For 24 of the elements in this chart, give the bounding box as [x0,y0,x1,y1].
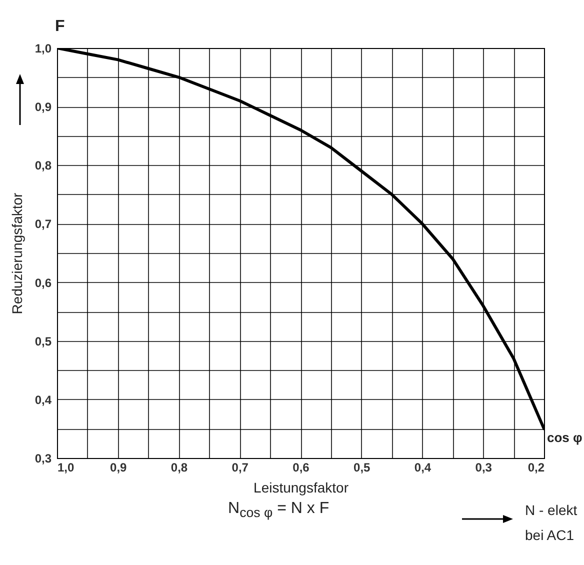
text: N - elekt [525,502,578,518]
y-tick-label: 0,6 [34,276,52,290]
text: N$_{cos φ}$ = N x F [228,500,330,520]
x-axis-title: Leistungsfaktor [254,480,349,496]
y-tick-label: 0,9 [34,100,52,114]
x-tick-label: 0,2 [528,460,545,474]
y-tick-label: 0,8 [34,158,52,173]
y-axis-title: Reduzierungsfaktor [8,192,25,314]
x-tick-label: 0,4 [414,460,432,474]
y-tick-label: 0,7 [34,217,52,232]
x-tick-label: 0,7 [232,460,249,474]
x-tick-label: 0,8 [170,460,188,474]
y-tick-label: 0,4 [34,392,52,407]
x-tick-label: 0,3 [475,460,492,474]
text: F [55,18,65,36]
y-tick-label: 1,0 [34,42,52,56]
x-tick-label: 0,6 [292,460,310,474]
text: bei AC1 [525,527,574,543]
text: cos φ [547,430,582,445]
y-tick-label: 0,3 [34,452,52,466]
x-tick-label: 1,0 [58,460,75,474]
x-tick-label: 0,5 [354,460,371,474]
x-tick-label: 0,9 [110,460,128,474]
y-tick-label: 0,5 [34,334,52,348]
